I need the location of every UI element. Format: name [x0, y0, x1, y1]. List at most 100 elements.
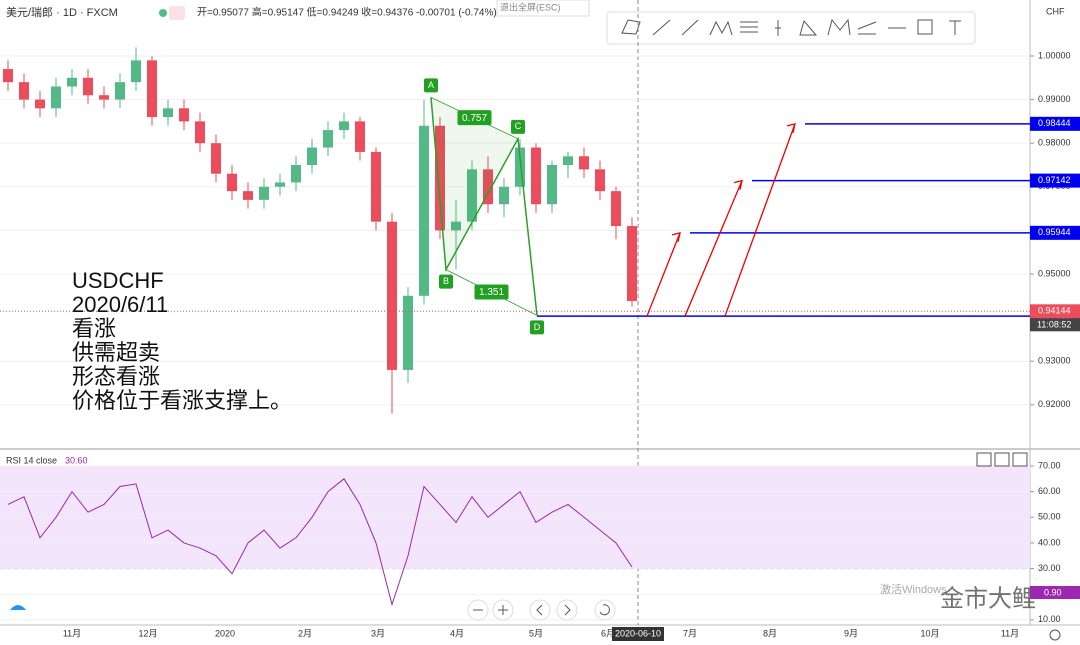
candle-body: [483, 169, 493, 205]
y-tick-label: 0.92000: [1038, 399, 1071, 409]
candle-body: [307, 147, 317, 165]
point-label: D: [534, 322, 541, 332]
point-bg: [530, 320, 544, 335]
candle-body: [531, 147, 541, 205]
y-tick-label: 40.00: [1038, 537, 1061, 547]
rsi-extra: 0.90: [1044, 587, 1062, 597]
candle-body: [51, 86, 61, 109]
logo: [10, 605, 26, 610]
point-bg: [424, 78, 438, 93]
candle-body: [403, 295, 413, 370]
candle-body: [563, 156, 573, 165]
level-label-bg: [1030, 173, 1080, 188]
tool-wave[interactable]: [709, 20, 733, 36]
x-tick-label: 4月: [450, 628, 464, 638]
x-tick-label: 11月: [63, 628, 81, 638]
tool-ray[interactable]: [681, 19, 699, 36]
candle-body: [67, 77, 77, 87]
ratio-bg: [457, 110, 492, 126]
candle-body: [243, 191, 253, 200]
tool-channel[interactable]: [857, 21, 877, 35]
tool-rect[interactable]: [917, 19, 933, 35]
x-tick-label: 12月: [138, 628, 157, 638]
pattern-legs: [430, 97, 538, 316]
level-label: 0.95944: [1038, 227, 1071, 237]
level-label-bg: [1030, 225, 1080, 240]
x-tick-label: 6月: [601, 628, 615, 638]
y-tick-label: 0.95000: [1038, 268, 1071, 278]
candle-body: [131, 60, 141, 83]
scroll-left[interactable]: [529, 599, 551, 621]
projection-arrow: [724, 123, 796, 317]
candle-body: [227, 173, 237, 192]
note-line: 供需超卖: [72, 340, 160, 365]
ratio-bg: [474, 284, 509, 300]
candle-body: [467, 169, 477, 222]
candle-body: [147, 60, 157, 118]
note-line: 形态看涨: [72, 364, 160, 389]
drawing-toolbar: [606, 11, 976, 45]
tool-vline[interactable]: [775, 20, 781, 36]
exit-fullscreen[interactable]: [496, 0, 590, 17]
candle-body: [547, 164, 557, 205]
pane-max[interactable]: [1012, 452, 1028, 467]
candle-body: [627, 226, 637, 302]
arrow-head: [786, 122, 796, 133]
x-tick-label: 2月: [298, 628, 312, 638]
toolbar: [606, 11, 976, 45]
compare-button[interactable]: [169, 6, 185, 20]
point-bg: [439, 274, 453, 289]
settings[interactable]: [1049, 629, 1061, 641]
scroll-right[interactable]: [556, 599, 578, 621]
reset[interactable]: [594, 599, 616, 621]
tool-line[interactable]: [652, 19, 671, 36]
candle-body: [275, 182, 285, 187]
tool-xabcd[interactable]: [827, 18, 851, 36]
y-tick-label: 10.00: [1038, 614, 1061, 624]
candle-body: [595, 169, 605, 192]
level-label-bg: [1030, 116, 1080, 131]
last-price-bg: [1030, 304, 1080, 319]
candle-body: [387, 221, 397, 370]
point-bg: [511, 119, 525, 134]
candle-body: [419, 125, 429, 296]
zoom-in-icon: [498, 605, 508, 615]
x-tick-label: 3月: [371, 628, 385, 638]
arrow-head: [671, 231, 681, 242]
tool-fib[interactable]: [740, 21, 758, 33]
candle-body: [35, 99, 45, 109]
crosshair-date-bg: [612, 627, 664, 641]
pane-down[interactable]: [994, 452, 1010, 467]
note-line: 看涨: [72, 316, 116, 341]
candle-body: [3, 69, 13, 83]
watermark: 金市大鲤: [940, 585, 1036, 612]
tool-text[interactable]: [949, 20, 961, 35]
candle-body: [323, 130, 333, 148]
candle-body: [435, 125, 445, 231]
tool-pattern[interactable]: [621, 19, 641, 35]
x-tick-label: 10月: [920, 628, 939, 638]
candle-body: [515, 147, 525, 187]
last-price-label: 0.94144: [1038, 306, 1071, 316]
y-tick-label: 0.98000: [1038, 138, 1071, 148]
candle-body: [579, 156, 589, 170]
y-tick-label: 0.99000: [1038, 94, 1071, 104]
candle-body: [19, 82, 29, 100]
pane-up[interactable]: [976, 452, 992, 467]
candle-body: [291, 164, 301, 183]
x-tick-label: 9月: [844, 628, 858, 638]
x-tick-label: 8月: [763, 628, 777, 638]
candle-body: [259, 186, 269, 200]
tool-triangle[interactable]: [799, 19, 818, 36]
x-tick-label: 7月: [683, 628, 697, 638]
exit-fullscreen-text: 退出全屏(ESC): [500, 1, 561, 12]
candle-body: [195, 121, 205, 144]
price-pane: 1.000000.990000.980000.970000.960000.950…: [0, 47, 1080, 641]
projection-arrow: [646, 232, 681, 317]
candle-body: [451, 221, 461, 231]
ohlc: 开=0.95077 高=0.95147 低=0.94249 收=0.94376 …: [197, 6, 497, 19]
point-label: C: [515, 121, 522, 131]
scroll-right-icon: [564, 604, 571, 616]
rsi-title: RSI 14 close: [6, 455, 57, 465]
x-tick-label: 2020: [215, 628, 235, 638]
